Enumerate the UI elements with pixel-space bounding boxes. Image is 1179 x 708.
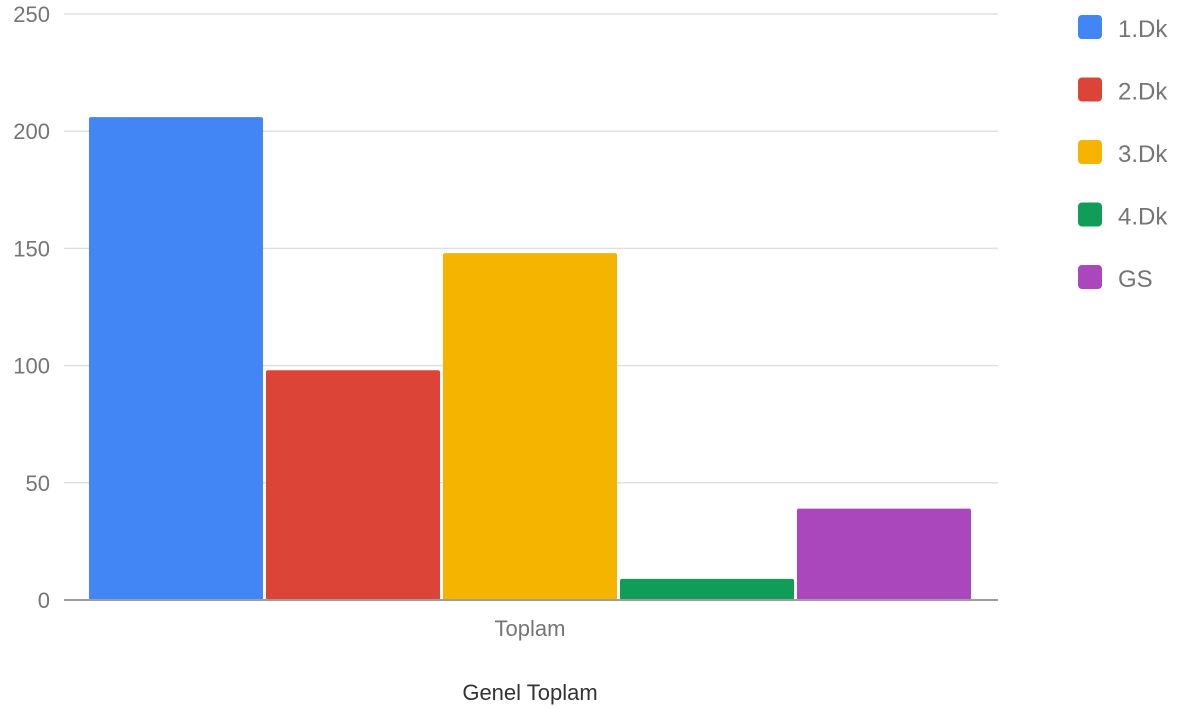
legend-label-2-dk: 2.Dk	[1118, 79, 1168, 106]
legend-label-1-dk: 1.Dk	[1118, 16, 1168, 43]
legend-swatch-4-dk	[1078, 202, 1102, 227]
legend-item-1-dk[interactable]: 1.Dk	[1078, 15, 1168, 43]
x-axis-title: Genel Toplam	[462, 680, 597, 705]
bar-gs[interactable]	[797, 508, 971, 600]
x-tick-label-toplam: Toplam	[495, 616, 566, 641]
legend-label-4-dk: 4.Dk	[1118, 204, 1168, 231]
legend-label-3-dk: 3.Dk	[1118, 141, 1168, 168]
y-tick-label-200: 200	[13, 119, 50, 144]
bars	[89, 117, 971, 601]
legend: 1.Dk 2.Dk 3.Dk 4.Dk GS	[1078, 15, 1168, 293]
legend-swatch-3-dk	[1078, 140, 1102, 164]
bar-2-dk[interactable]	[266, 370, 440, 600]
bar-4-dk[interactable]	[620, 578, 794, 600]
y-tick-label-0: 0	[38, 588, 50, 613]
legend-item-2-dk[interactable]: 2.Dk	[1078, 77, 1168, 106]
legend-item-3-dk[interactable]: 3.Dk	[1078, 140, 1168, 168]
y-tick-label-100: 100	[13, 354, 50, 379]
legend-swatch-gs	[1078, 265, 1102, 289]
bar-3-dk[interactable]	[443, 253, 617, 600]
legend-swatch-2-dk	[1078, 77, 1102, 102]
y-tick-label-150: 150	[13, 236, 50, 261]
legend-swatch-1-dk	[1078, 15, 1102, 39]
legend-label-gs: GS	[1118, 266, 1153, 293]
y-tick-label-50: 50	[26, 471, 50, 496]
axes: 0 50 100 150 200 250 Toplam	[13, 2, 998, 641]
legend-item-4-dk[interactable]: 4.Dk	[1078, 202, 1168, 231]
bar-1-dk[interactable]	[89, 117, 263, 601]
y-tick-label-250: 250	[13, 2, 50, 27]
legend-item-gs[interactable]: GS	[1078, 265, 1153, 293]
